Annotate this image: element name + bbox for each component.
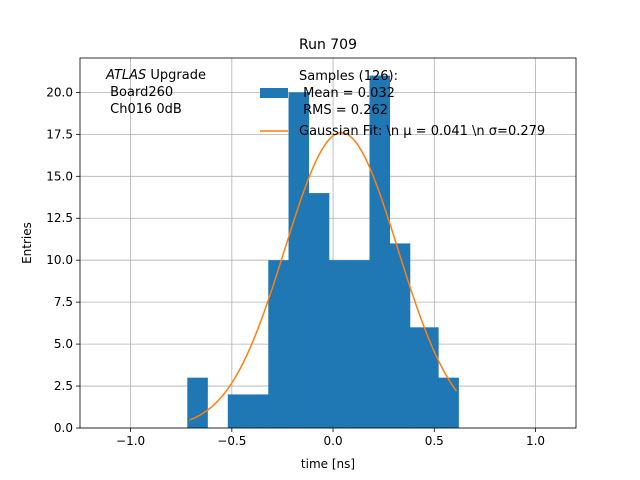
x-tick-label: −1.0 (116, 434, 145, 448)
y-tick-label: 20.0 (46, 85, 73, 99)
legend-hist-swatch (260, 88, 288, 98)
y-tick-label: 10.0 (46, 253, 73, 267)
histogram-bar (369, 75, 391, 428)
atlas-label: ATLAS (105, 68, 146, 83)
plot-frame (79, 57, 577, 429)
histogram-bar (288, 92, 310, 428)
legend: Samples (126): Mean = 0.032 RMS = 0.262 … (260, 69, 545, 139)
histogram-bar (349, 260, 370, 428)
y-axis-label: Entries (20, 222, 34, 264)
y-tick-label: 2.5 (54, 379, 73, 393)
gaussian-fit-curve (189, 131, 458, 421)
x-axis-label: time [ns] (301, 457, 355, 471)
histogram-bar (409, 327, 439, 428)
y-tick-label: 12.5 (46, 211, 73, 225)
x-tick-label: 0.5 (425, 434, 444, 448)
upgrade-label: Upgrade (146, 68, 206, 83)
legend-samples: Samples (126): (299, 69, 398, 84)
y-tick-label: 7.5 (54, 295, 73, 309)
legend-mean: Mean = 0.032 (299, 86, 395, 101)
board-label: Board260 (106, 85, 173, 100)
y-tick-label: 15.0 (46, 169, 73, 183)
y-axis-ticks: 0.0 2.5 5.0 7.5 10.0 12.5 15.0 17.5 20.0 (46, 85, 80, 435)
y-tick-label: 17.5 (46, 127, 73, 141)
histogram-bar (227, 394, 249, 428)
histogram-bar (308, 193, 330, 428)
x-axis-ticks: −1.0 −0.5 0.0 0.5 1.0 (116, 428, 545, 448)
histogram-bars (187, 75, 459, 428)
chart-title: Run 709 (299, 37, 357, 53)
histogram-bar (389, 243, 411, 428)
y-tick-label: 0.0 (54, 421, 73, 435)
x-tick-label: 0.0 (324, 434, 343, 448)
histogram-bar (268, 260, 289, 428)
svg-text:ATLAS Upgrade: ATLAS Upgrade (105, 68, 206, 83)
histogram-bar (248, 394, 269, 428)
legend-rms: RMS = 0.262 (299, 103, 388, 118)
y-tick-label: 5.0 (54, 337, 73, 351)
histogram-bar (329, 260, 350, 428)
histogram-bar (438, 377, 459, 428)
atlas-annotation: ATLAS Upgrade Board260 Ch016 0dB (105, 68, 206, 117)
x-tick-label: 1.0 (526, 434, 545, 448)
histogram-bar (187, 377, 208, 428)
channel-label: Ch016 0dB (106, 102, 182, 117)
x-tick-label: −0.5 (217, 434, 246, 448)
legend-fit-label: Gaussian Fit: \n μ = 0.041 \n σ=0.279 (299, 124, 545, 139)
